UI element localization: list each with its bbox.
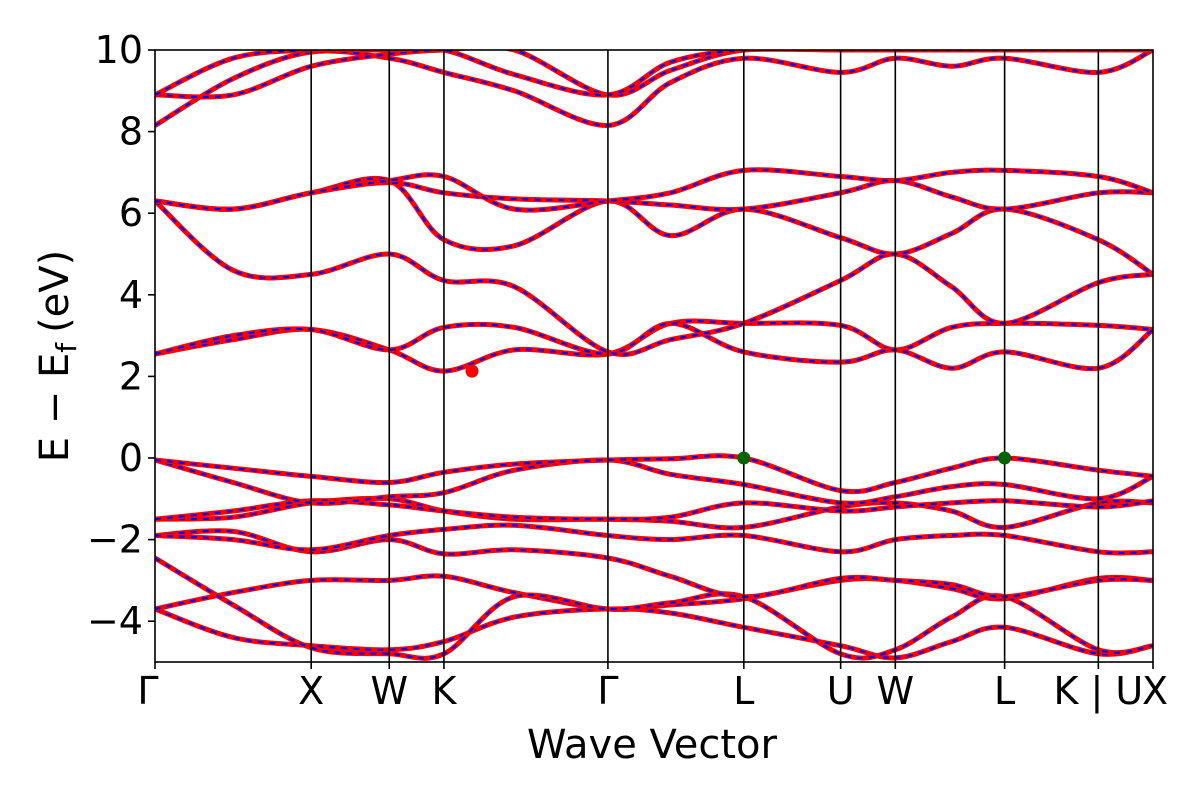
bands-layer xyxy=(155,50,1153,661)
marker-VBM-L1 xyxy=(737,451,751,465)
x-tick-label: K | U xyxy=(1053,669,1143,714)
x-tick-label: U xyxy=(827,669,855,713)
marker-VBM-L2 xyxy=(998,451,1012,465)
band-line-overlay-14 xyxy=(155,168,1153,212)
x-tick-label: Γ xyxy=(137,669,158,713)
y-tick-label: 8 xyxy=(119,110,143,154)
band-line-overlay-8 xyxy=(155,454,1153,493)
y-tick-label: 10 xyxy=(95,28,143,72)
band-line-overlay-15 xyxy=(155,50,1153,127)
x-axis-label: Wave Vector xyxy=(527,722,778,768)
band-line-overlay-0 xyxy=(155,607,1153,660)
y-tick-label: 6 xyxy=(119,191,143,235)
y-axis-label-main: E − E xyxy=(32,353,78,463)
x-tick-label: W xyxy=(877,669,915,713)
plot-frame xyxy=(154,49,1154,663)
x-tick-label: W xyxy=(370,669,408,713)
x-tick-label: L xyxy=(994,669,1015,713)
marker-CBM xyxy=(465,364,479,378)
band-line-15 xyxy=(155,50,1153,129)
x-tick-label: X xyxy=(1142,669,1168,713)
band-line-overlay-16 xyxy=(155,50,1153,99)
band-line-overlay-6 xyxy=(155,499,1153,521)
y-tick-label: 2 xyxy=(119,354,143,398)
y-axis-ticks: −4 −2 0 2 4 6 8 10 xyxy=(87,28,155,643)
band-line-overlay-7 xyxy=(155,458,1153,505)
k-point-lines xyxy=(310,50,1100,662)
band-line-overlay-13 xyxy=(155,179,1153,211)
x-tick-label: X xyxy=(298,669,324,713)
band-line-overlay-12 xyxy=(155,177,1153,276)
extrema-markers xyxy=(465,364,1012,465)
y-tick-label: 4 xyxy=(119,273,143,317)
band-line-17 xyxy=(155,50,1153,98)
band-line-0 xyxy=(155,606,1153,661)
x-tick-label: K xyxy=(431,669,457,713)
y-axis-label-unit: (eV) xyxy=(32,250,78,333)
band-line-overlay-5 xyxy=(155,497,1153,529)
band-line-overlay-3 xyxy=(155,529,1153,598)
y-tick-label: −2 xyxy=(87,518,143,562)
x-tick-label: L xyxy=(733,669,754,713)
band-line-overlay-10 xyxy=(155,322,1153,370)
y-tick-label: −4 xyxy=(87,599,143,643)
y-axis-label: E − Ef (eV) xyxy=(32,250,83,463)
x-tick-label: Γ xyxy=(597,669,618,713)
y-axis-label-subscript: f xyxy=(50,342,83,353)
band-line-7 xyxy=(155,457,1153,506)
band-line-overlay-4 xyxy=(155,524,1153,555)
y-tick-label: 0 xyxy=(119,436,143,480)
band-line-overlay-11 xyxy=(155,200,1153,356)
